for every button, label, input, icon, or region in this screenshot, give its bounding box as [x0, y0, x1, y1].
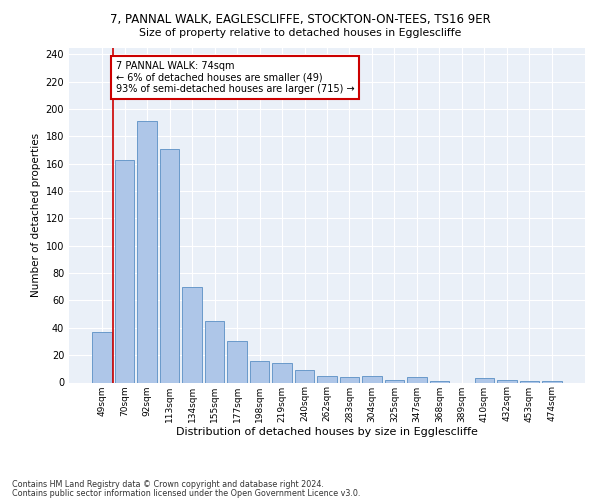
Bar — [542, 381, 562, 382]
Text: 7 PANNAL WALK: 74sqm
← 6% of detached houses are smaller (49)
93% of semi-detach: 7 PANNAL WALK: 74sqm ← 6% of detached ho… — [116, 61, 354, 94]
Bar — [137, 122, 157, 382]
Bar — [182, 287, 202, 382]
Bar — [205, 321, 224, 382]
X-axis label: Distribution of detached houses by size in Egglescliffe: Distribution of detached houses by size … — [176, 427, 478, 437]
Text: Contains public sector information licensed under the Open Government Licence v3: Contains public sector information licen… — [12, 489, 361, 498]
Text: Size of property relative to detached houses in Egglescliffe: Size of property relative to detached ho… — [139, 28, 461, 38]
Bar — [227, 342, 247, 382]
Bar — [385, 380, 404, 382]
Bar — [430, 381, 449, 382]
Bar — [475, 378, 494, 382]
Bar — [250, 360, 269, 382]
Text: Contains HM Land Registry data © Crown copyright and database right 2024.: Contains HM Land Registry data © Crown c… — [12, 480, 324, 489]
Bar — [362, 376, 382, 382]
Text: 7, PANNAL WALK, EAGLESCLIFFE, STOCKTON-ON-TEES, TS16 9ER: 7, PANNAL WALK, EAGLESCLIFFE, STOCKTON-O… — [110, 12, 490, 26]
Bar — [92, 332, 112, 382]
Bar — [340, 377, 359, 382]
Bar — [317, 376, 337, 382]
Bar — [520, 381, 539, 382]
Bar — [407, 377, 427, 382]
Bar — [272, 364, 292, 382]
Bar — [160, 148, 179, 382]
Bar — [295, 370, 314, 382]
Y-axis label: Number of detached properties: Number of detached properties — [31, 133, 41, 297]
Bar — [497, 380, 517, 382]
Bar — [115, 160, 134, 382]
